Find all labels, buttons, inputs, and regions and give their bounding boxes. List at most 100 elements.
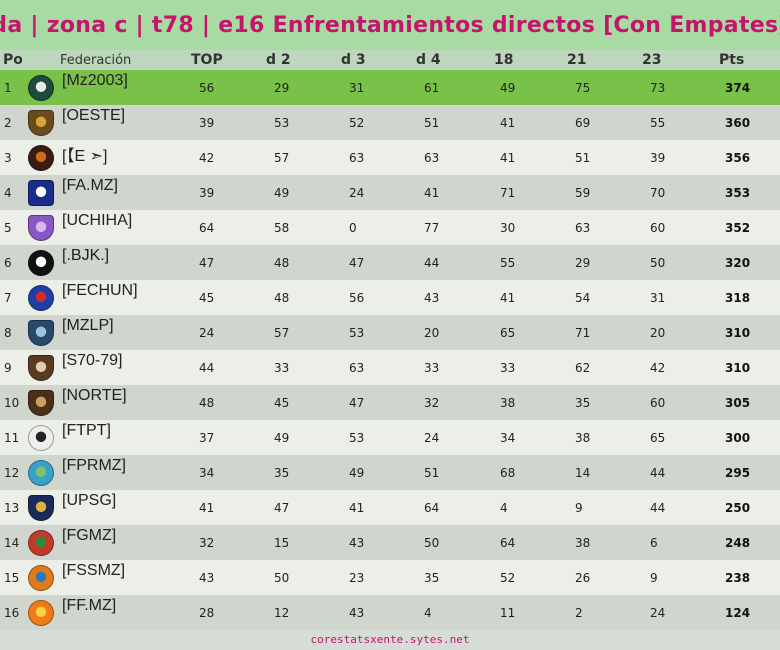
row-value-d2: 48 xyxy=(274,255,290,270)
row-value-TOP: 39 xyxy=(199,185,215,200)
row-value-TOP: 37 xyxy=(199,430,215,445)
row-federation-name[interactable]: [Mz2003] xyxy=(62,72,128,89)
row-value-d4: 43 xyxy=(424,290,440,305)
row-federation-name[interactable]: [【E ➣] xyxy=(62,148,108,165)
row-points: 356 xyxy=(725,150,751,165)
row-federation-name[interactable]: [FGMZ] xyxy=(62,527,117,544)
row-federation-name[interactable]: [FA.MZ] xyxy=(62,177,118,194)
row-federation-name[interactable]: [MZLP] xyxy=(62,317,114,334)
row-value-21: 35 xyxy=(575,395,591,410)
row-value-d3: 23 xyxy=(349,570,365,585)
row-federation-name[interactable]: [FTPT] xyxy=(62,422,111,439)
row-value-18: 41 xyxy=(500,115,516,130)
row-position: 7 xyxy=(4,290,12,305)
row-points: 320 xyxy=(725,255,751,270)
row-value-d2: 12 xyxy=(274,605,290,620)
row-federation-name[interactable]: [FECHUN] xyxy=(62,282,138,299)
row-value-23: 44 xyxy=(650,465,666,480)
row-points: 353 xyxy=(725,185,751,200)
page-title: da | zona c | t78 | e16 Enfrentamientos … xyxy=(0,12,780,38)
row-value-18: 68 xyxy=(500,465,516,480)
row-value-23: 42 xyxy=(650,360,666,375)
fa-mz-logo-icon xyxy=(28,179,54,206)
row-value-18: 34 xyxy=(500,430,516,445)
table-row: 6 [.BJK.] 47 48 47 44 55 29 50 320 xyxy=(0,245,780,280)
row-position: 10 xyxy=(4,395,20,410)
row-value-TOP: 42 xyxy=(199,150,215,165)
table-row: 4 [FA.MZ] 39 49 24 41 71 59 70 353 xyxy=(0,175,780,210)
row-value-TOP: 56 xyxy=(199,80,215,95)
col-header-21: 21 xyxy=(565,50,640,70)
row-value-18: 4 xyxy=(500,500,508,515)
table-row: 2 [OESTE] 39 53 52 51 41 69 55 360 xyxy=(0,105,780,140)
norte-logo-icon xyxy=(28,389,54,416)
row-value-d4: 51 xyxy=(424,465,440,480)
row-value-23: 55 xyxy=(650,115,666,130)
s70-79-logo-icon xyxy=(28,354,54,381)
row-value-21: 69 xyxy=(575,115,591,130)
row-value-21: 38 xyxy=(575,535,591,550)
ftpt-logo-icon xyxy=(28,424,54,451)
row-federation-name[interactable]: [UPSG] xyxy=(62,492,117,509)
row-value-18: 49 xyxy=(500,80,516,95)
row-value-18: 64 xyxy=(500,535,516,550)
row-value-23: 65 xyxy=(650,430,666,445)
row-position: 12 xyxy=(4,465,20,480)
row-federation-name[interactable]: [NORTE] xyxy=(62,387,127,404)
col-header-d4: d 4 xyxy=(415,50,490,70)
row-value-d4: 61 xyxy=(424,80,440,95)
row-value-18: 11 xyxy=(500,605,516,620)
table-row: 13 [UPSG] 41 47 41 64 4 9 44 250 xyxy=(0,490,780,525)
row-position: 16 xyxy=(4,605,20,620)
row-value-d3: 31 xyxy=(349,80,365,95)
row-value-18: 52 xyxy=(500,570,516,585)
row-value-d2: 15 xyxy=(274,535,290,550)
row-federation-name[interactable]: [OESTE] xyxy=(62,107,126,124)
row-value-d4: 64 xyxy=(424,500,440,515)
row-position: 2 xyxy=(4,115,12,130)
row-value-21: 54 xyxy=(575,290,591,305)
row-federation-name[interactable]: [S70-79] xyxy=(62,352,123,369)
row-value-d3: 63 xyxy=(349,150,365,165)
row-federation-name[interactable]: [FSSMZ] xyxy=(62,562,126,579)
row-value-TOP: 44 xyxy=(199,360,215,375)
row-points: 318 xyxy=(725,290,751,305)
row-value-23: 39 xyxy=(650,150,666,165)
oeste-logo-icon xyxy=(28,109,54,136)
title-bar: da | zona c | t78 | e16 Enfrentamientos … xyxy=(0,0,780,50)
row-value-d4: 50 xyxy=(424,535,440,550)
mzlp-logo-icon xyxy=(28,319,54,346)
row-federation-name[interactable]: [.BJK.] xyxy=(62,247,110,264)
row-value-d3: 47 xyxy=(349,395,365,410)
row-position: 8 xyxy=(4,325,12,340)
row-value-TOP: 32 xyxy=(199,535,215,550)
row-position: 1 xyxy=(4,80,12,95)
table-row: 11 [FTPT] 37 49 53 24 34 38 65 300 xyxy=(0,420,780,455)
row-value-TOP: 24 xyxy=(199,325,215,340)
table-row: 10 [NORTE] 48 45 47 32 38 35 60 305 xyxy=(0,385,780,420)
row-value-18: 71 xyxy=(500,185,516,200)
row-value-d4: 63 xyxy=(424,150,440,165)
row-value-d2: 49 xyxy=(274,185,290,200)
table-row: 12 [FPRMZ] 34 35 49 51 68 14 44 295 xyxy=(0,455,780,490)
row-position: 9 xyxy=(4,360,12,375)
row-points: 374 xyxy=(725,80,751,95)
row-value-23: 60 xyxy=(650,220,666,235)
fechun-logo-icon xyxy=(28,284,54,311)
row-value-23: 73 xyxy=(650,80,666,95)
row-value-21: 63 xyxy=(575,220,591,235)
table-row: 15 [FSSMZ] 43 50 23 35 52 26 9 238 xyxy=(0,560,780,595)
row-value-21: 2 xyxy=(575,605,583,620)
fgmz-logo-icon xyxy=(28,529,54,556)
row-federation-name[interactable]: [FF.MZ] xyxy=(62,597,117,614)
row-value-d4: 32 xyxy=(424,395,440,410)
table-row: 16 [FF.MZ] 28 12 43 4 11 2 24 124 xyxy=(0,595,780,630)
fssmz-logo-icon xyxy=(28,564,54,591)
row-value-d4: 4 xyxy=(424,605,432,620)
row-federation-name[interactable]: [UCHIHA] xyxy=(62,212,133,229)
row-value-d3: 49 xyxy=(349,465,365,480)
row-value-TOP: 39 xyxy=(199,115,215,130)
row-federation-name[interactable]: [FPRMZ] xyxy=(62,457,126,474)
row-points: 310 xyxy=(725,325,751,340)
table-row: 9 [S70-79] 44 33 63 33 33 62 42 310 xyxy=(0,350,780,385)
